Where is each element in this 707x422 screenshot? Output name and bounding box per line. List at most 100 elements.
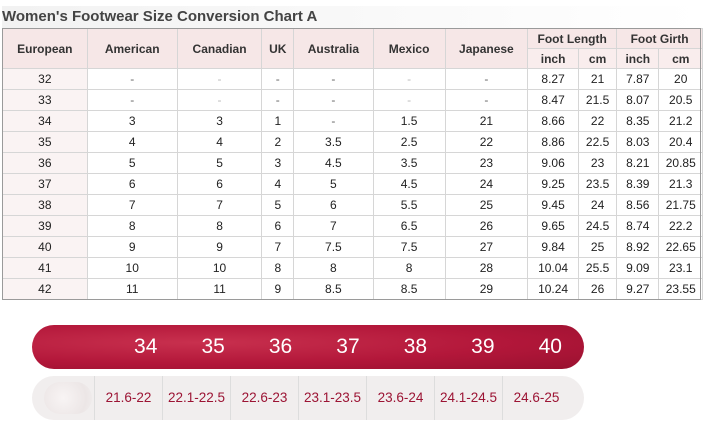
table-row: 42 11 11 9 8.5 8.5 29 10.24 26 9.27 23.55 [2,278,703,300]
cell-foot-length-inch: 8.47 [527,89,580,111]
range-label: 23.6-24 [366,376,434,420]
cell-european: 37 [2,173,88,195]
table-row: 41 10 10 8 8 8 28 10.04 25.5 9.09 23.1 [2,257,703,279]
cell-foot-length-cm: 21 [578,68,618,90]
cell-foot-length-inch: 9.06 [527,152,580,174]
cell-uk: 2 [261,131,295,153]
cell-canadian: - [176,68,263,90]
cell-foot-length-cm: 23.5 [578,173,618,195]
cell-foot-girth-inch: 8.21 [616,152,660,174]
cell-european: 35 [2,131,88,153]
cell-australia: 7 [293,215,374,237]
cell-european: 42 [2,278,88,300]
cell-uk: - [261,68,295,90]
cell-japanese: 22 [444,131,529,153]
cell-foot-girth-cm: 23.1 [658,257,703,279]
cell-american: 5 [86,152,178,174]
cell-japanese: 26 [444,215,529,237]
cell-american: 11 [86,278,178,300]
range-label: 21.6-22 [94,376,162,420]
cell-foot-girth-cm: 20 [658,68,703,90]
cell-foot-girth-inch: 8.39 [616,173,660,195]
size-label: 39 [471,335,495,358]
cell-european: 32 [2,68,88,90]
cell-mexico: 2.5 [372,131,446,153]
table-row: 38 7 7 5 6 5.5 25 9.45 24 8.56 21.75 [2,194,703,216]
header-canadian: Canadian [176,28,263,69]
table-row: 35 4 4 2 3.5 2.5 22 8.86 22.5 8.03 20.4 [2,131,703,153]
cell-american: 7 [86,194,178,216]
cell-foot-girth-inch: 8.74 [616,215,660,237]
cell-japanese: 29 [444,278,529,300]
cell-canadian: 3 [176,110,263,132]
size-label: 38 [403,335,428,358]
cell-mexico: 8 [372,257,446,279]
cell-foot-girth-inch: 8.35 [616,110,660,132]
cell-uk: 5 [261,194,295,216]
cell-canadian: 4 [176,131,263,153]
cell-australia: 8 [293,257,374,279]
cell-american: 4 [86,131,178,153]
header-foot-girth-inch: inch [616,48,660,69]
table-row: 39 8 8 6 7 6.5 26 9.65 24.5 8.74 22.2 [2,215,703,237]
cell-foot-girth-cm: 20.4 [658,131,703,153]
cell-foot-length-inch: 8.66 [527,110,580,132]
cell-european: 36 [2,152,88,174]
cell-uk: 1 [261,110,295,132]
cell-mexico: 7.5 [372,236,446,258]
size-bar: 34 35 36 37 38 39 40 [32,325,584,369]
cell-european: 41 [2,257,88,279]
size-label: 40 [538,335,562,358]
cell-uk: - [261,89,295,111]
cell-foot-length-cm: 21.5 [578,89,618,111]
table-row: 40 9 9 7 7.5 7.5 27 9.84 25 8.92 22.65 [2,236,703,258]
cell-foot-length-inch: 9.65 [527,215,580,237]
cell-foot-girth-cm: 20.5 [658,89,703,111]
cell-foot-girth-cm: 21.3 [658,173,703,195]
table-row: 37 6 6 4 5 4.5 24 9.25 23.5 8.39 21.3 [2,173,703,195]
cell-european: 34 [2,110,88,132]
table-row: 33- - - - - -8.47 21.5 8.07 20.5 [2,89,703,111]
cell-foot-length-inch: 8.27 [527,68,580,90]
cell-foot-length-inch: 9.45 [527,194,580,216]
cell-foot-length-cm: 22 [578,110,618,132]
cell-mexico: 4.5 [372,173,446,195]
cell-foot-girth-inch: 9.09 [616,257,660,279]
cell-mexico: 3.5 [372,152,446,174]
cell-foot-girth-cm: 22.2 [658,215,703,237]
cell-foot-length-inch: 8.86 [527,131,580,153]
cell-american: 9 [86,236,178,258]
range-bar: 21.6-22 22.1-22.5 22.6-23 23.1-23.5 23.6-24 2… [32,376,584,420]
header-mexico: Mexico [372,28,446,69]
cell-canadian: 5 [176,152,263,174]
cell-australia: 7.5 [293,236,374,258]
header-japanese: Japanese [444,28,529,69]
cell-american: - [86,89,178,111]
range-label: 24.1-24.5 [434,376,502,420]
cell-mexico: - [372,68,446,90]
cell-australia: - [293,89,374,111]
cell-foot-length-cm: 25.5 [578,257,618,279]
size-label: 35 [201,335,225,358]
table-row: 36 5 5 3 4.5 3.5 23 9.06 23 8.21 20.85 [2,152,703,174]
cell-canadian: 11 [176,278,263,300]
cell-foot-girth-inch: 8.07 [616,89,660,111]
cell-american: 6 [86,173,178,195]
header-foot-girth-cm: cm [658,48,703,69]
cell-mexico: 1.5 [372,110,446,132]
cell-foot-girth-inch: 9.27 [616,278,660,300]
cell-american: 3 [86,110,178,132]
size-label: 34 [134,335,158,358]
cell-foot-length-inch: 9.84 [527,236,580,258]
cell-foot-length-cm: 24.5 [578,215,618,237]
header-foot-length-cm: cm [578,48,618,69]
cell-foot-length-cm: 24 [578,194,618,216]
range-label: 22.6-23 [230,376,298,420]
header-american: American [86,28,178,69]
cell-japanese: 25 [444,194,529,216]
cell-australia: 8.5 [293,278,374,300]
range-label: 24.6-25 [502,376,570,420]
chart-title: Women's Footwear Size Conversion Chart A [2,6,702,28]
cell-foot-length-inch: 10.04 [527,257,580,279]
range-label: 23.1-23.5 [298,376,366,420]
